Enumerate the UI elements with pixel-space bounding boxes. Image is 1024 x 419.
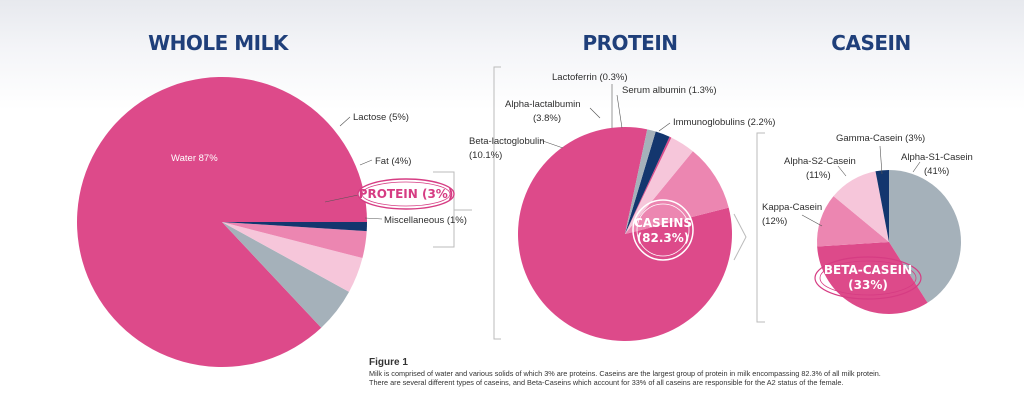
beta-casein-callout-ring-inner	[819, 260, 917, 296]
label-alpha-s2-casein-pct: (11%)	[806, 170, 831, 181]
pie-slice-gamma-casein	[875, 170, 889, 242]
pie-slice-immunoglobulins	[625, 131, 670, 234]
leader-immuno	[658, 122, 671, 132]
caption-line-2: There are several different types of cas…	[369, 378, 844, 387]
label-kappa-casein: Kappa-Casein	[762, 202, 822, 213]
caseins-callout-ring-inner	[636, 203, 690, 257]
pie-slice-caseins	[517, 127, 732, 342]
pie-protein	[517, 127, 732, 342]
caption-line-1: Milk is comprised of water and various s…	[369, 369, 881, 378]
label-immunoglobulins: Immunoglobulins (2.2%)	[673, 117, 775, 128]
leader-lactose	[339, 116, 351, 127]
caption-title: Figure 1	[369, 357, 408, 368]
caseins-callout-ring	[632, 199, 694, 261]
pie-whole-milk	[76, 77, 367, 368]
pie-slice-alpha-s-casein	[833, 171, 889, 242]
leader-serum	[616, 94, 623, 129]
figure-caption: Figure 1 Milk is comprised of water and …	[369, 357, 1009, 387]
chart-title-casein: CASEIN	[831, 31, 910, 55]
pie-slice-lactose	[222, 222, 350, 328]
protein-callout-ring-inner	[361, 181, 451, 207]
pie-slice-lactoferrin	[625, 136, 672, 234]
beta-casein-callout-ring	[814, 256, 922, 300]
pie-slice-beta-casein	[817, 242, 928, 314]
leader-beta	[539, 139, 564, 149]
leader-fat	[359, 159, 373, 166]
pie-slice-beta-lactoglobulin	[625, 151, 729, 234]
pie-slice-alpha-s-casein	[889, 170, 961, 303]
label-protein-callout: PROTEIN (3%)	[359, 187, 454, 201]
leader-kappa	[801, 214, 823, 227]
leader-misc	[364, 217, 383, 220]
leader-as2	[837, 165, 847, 177]
label-lactoferrin: Lactoferrin (0.3%)	[552, 72, 628, 83]
protein-bracket	[493, 66, 501, 340]
label-lactose: Lactose (5%)	[353, 112, 409, 123]
pie-slice-kappa-casein	[816, 196, 889, 247]
pie-slice-serum-albumin	[625, 129, 656, 234]
pie-slice-alpha-lactalbumin	[625, 137, 693, 234]
leader-protein	[324, 194, 359, 203]
label-beta-lactoglobulin: Beta-lactoglobulin	[469, 136, 545, 147]
label-misc: Miscellaneous (1%)	[384, 215, 467, 226]
label-alpha-lactalbumin: Alpha-lactalbumin	[505, 99, 581, 110]
pie-slice-miscellaneous	[222, 222, 367, 232]
casein-chevron	[733, 213, 747, 261]
label-serum-albumin: Serum albumin (1.3%)	[622, 85, 717, 96]
label-alpha-s2-casein: Alpha-S2-Casein	[784, 156, 856, 167]
label-caseins: CASEINS	[634, 216, 692, 230]
chart-title-protein: PROTEIN	[582, 31, 677, 55]
label-alpha-s1-casein-pct: (41%)	[924, 166, 949, 177]
label-beta-lactoglobulin-pct: (10.1%)	[469, 150, 502, 161]
chart-title-whole-milk: WHOLE MILK	[148, 31, 290, 55]
label-kappa-casein-pct: (12%)	[762, 216, 787, 227]
protein-callout-ring	[357, 178, 455, 210]
pie-slice-water	[76, 77, 367, 368]
caseins-connector	[433, 171, 472, 248]
pie-slice-fat	[222, 222, 363, 292]
leader-gamma	[879, 145, 883, 175]
label-fat: Fat (4%)	[375, 156, 411, 167]
label-caseins-pct: (82.3%)	[637, 231, 690, 245]
label-gamma-casein: Gamma-Casein (3%)	[836, 133, 925, 144]
pie-casein	[816, 170, 961, 314]
pie-slice-protein	[222, 222, 367, 259]
label-water: Water 87%	[171, 153, 218, 164]
label-alpha-lactalbumin-pct: (3.8%)	[533, 113, 561, 124]
label-beta-casein-pct: (33%)	[848, 278, 888, 292]
casein-bracket	[756, 132, 765, 323]
label-beta-casein: BETA-CASEIN	[824, 263, 912, 277]
leader-alpha	[589, 107, 601, 119]
label-alpha-s1-casein: Alpha-S1-Casein	[901, 152, 973, 163]
leader-as1	[912, 161, 921, 173]
